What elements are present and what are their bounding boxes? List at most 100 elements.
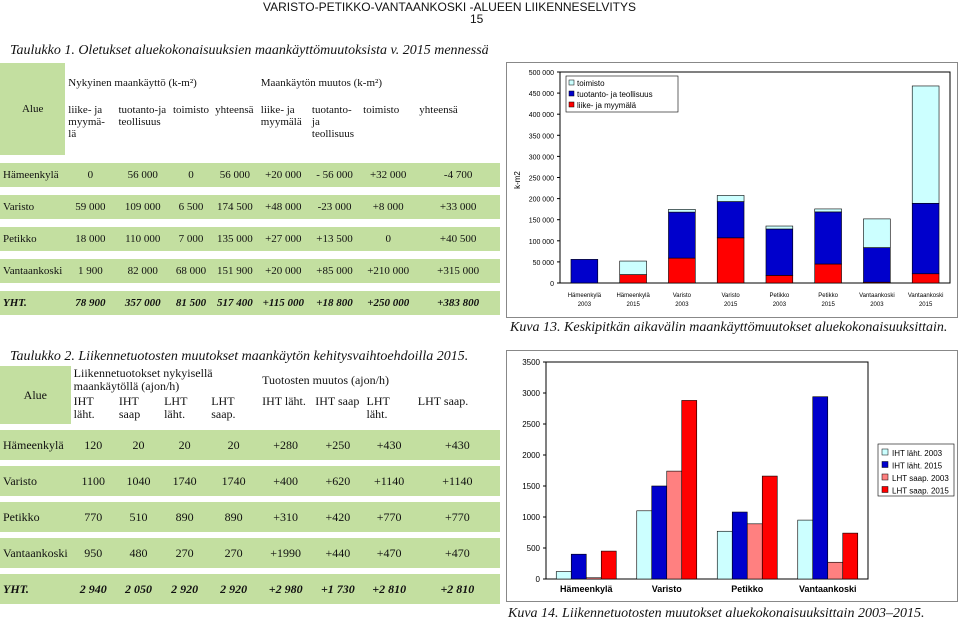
row-value: 151 900: [217, 265, 253, 277]
row-value: 110 000: [125, 233, 161, 245]
row-value: +280: [273, 437, 299, 452]
row-value: 0: [385, 233, 391, 245]
t2-total-row: YHT. 2 940 2 050 2 920 2 920 +2 980 +1 730 +2 8…: [0, 574, 500, 604]
row-name: Hämeenkylä: [3, 437, 64, 452]
t2-subheading: IHT läht.: [70, 394, 116, 424]
t1-subheading: tuotanto-ja teollisuus: [308, 103, 361, 155]
bar: [636, 510, 653, 580]
y-tick-label: 1000: [522, 513, 540, 522]
legend-label: toimisto: [577, 79, 605, 88]
row-value: - 56 000: [316, 169, 353, 181]
y-tick-label: 150 000: [529, 218, 554, 225]
row-value: 270: [175, 545, 194, 560]
t2-subheading: IHT läht.: [259, 394, 313, 424]
x-tick-label: Petikko 2015: [818, 293, 838, 308]
row-value: 950: [84, 545, 103, 560]
row-value: 0: [87, 169, 94, 181]
y-tick-label: 2000: [522, 451, 540, 460]
bar: [555, 571, 572, 580]
x-tick-label: Hämeenkylä 2003: [568, 293, 602, 308]
chart2-caption: Kuva 14. Liikennetuotosten muutokset alu…: [508, 606, 925, 621]
row-value: +470: [445, 545, 470, 560]
x-tick-label: Varisto 2015: [722, 293, 741, 308]
bar-segment: [911, 273, 940, 284]
row-value: 2 940: [79, 581, 107, 596]
bar-segment: [911, 85, 940, 204]
y-tick-label: 400 000: [529, 112, 554, 119]
row-value: +13 500: [316, 233, 353, 245]
legend-label: IHT läht. 2015: [892, 462, 943, 471]
y-tick-label: 1500: [522, 482, 540, 491]
y-tick-label: 100 000: [529, 239, 554, 246]
bar-segment: [814, 263, 842, 284]
table-row: Petikko 18 000 110 000 7 000 135 000 +27 000 +…: [0, 227, 500, 251]
legend-swatch: [568, 101, 575, 108]
bar-segment: [716, 195, 745, 202]
row-value: 890: [224, 509, 243, 524]
y-tick-label: 300 000: [529, 154, 554, 161]
row-value: +1990: [270, 545, 302, 560]
bar: [731, 511, 748, 580]
row-name: Petikko: [3, 509, 40, 524]
row-value: 1100: [81, 473, 106, 488]
table-row: Varisto 1100 1040 1740 1740 +400 +620 +1140 +114…: [0, 466, 500, 496]
row-value: +8 000: [372, 201, 404, 213]
bar-segment: [668, 209, 696, 213]
t2-subheading: LHT saap.: [208, 394, 260, 424]
row-value: +770: [376, 509, 402, 524]
row-value: 20: [178, 437, 191, 452]
t1-subheading: yhteensä: [416, 103, 500, 155]
table2-col-alue: Alue: [0, 366, 71, 424]
row-value: 0: [188, 169, 194, 181]
t1-subheading: tuotanto-ja teollisuus: [115, 103, 170, 155]
table1: Alue Nykyinen maankäyttö (k-m²) Maankäyt…: [0, 63, 500, 315]
row-value: 1 900: [78, 265, 103, 277]
row-value: +315 000: [437, 265, 480, 277]
t1-subheading: liike- ja myymälä: [257, 103, 309, 155]
table2-group1-heading: Liikennetuotokset nykyisellä maankäytöll…: [70, 366, 260, 394]
x-tick-label: Vantaankoski 2003: [859, 293, 895, 308]
chart1-caption: Kuva 13. Keskipitkän aikavälin maankäytt…: [510, 320, 948, 335]
bar-segment: [765, 228, 794, 276]
y-axis-label: k-m2: [513, 171, 522, 189]
bar-segment: [619, 260, 647, 275]
land-use-chart: 0 50 000 100 000 150 000 200 000 250 000 300 0…: [506, 62, 958, 318]
row-value: +2 810: [372, 581, 407, 596]
row-value: 109 000: [124, 201, 161, 213]
row-value: +2 810: [440, 581, 475, 596]
row-value: 68 000: [175, 265, 207, 277]
legend-box: [565, 75, 679, 113]
row-value: 2 920: [171, 581, 199, 596]
x-tick-label: Vantaankoski: [799, 584, 857, 594]
legend-label: LHT saap. 2003: [892, 474, 949, 483]
row-value: +2 980: [268, 581, 303, 596]
row-name: Vantaankoski: [3, 545, 68, 560]
table2-caption: Taulukko 2. Liikennetuotosten muutokset …: [10, 349, 469, 364]
x-tick-label: Hämeenkylä: [560, 584, 614, 594]
row-value: +470: [376, 545, 402, 560]
t1-total-row: YHT. 78 900 357 000 81 500 517 400 +115 000 +1…: [0, 291, 500, 315]
legend-swatch: [568, 79, 575, 86]
row-name: YHT.: [3, 581, 29, 596]
legend-label: tuotanto- ja teollisuus: [577, 90, 653, 99]
row-value: -23 000: [317, 201, 352, 213]
row-value: 7 000: [178, 233, 204, 245]
x-tick-label: Varisto: [652, 584, 683, 594]
legend-label: IHT läht. 2003: [892, 449, 943, 458]
table-row: Hämeenkylä 120 20 20 20 +280 +250 +430 +430: [0, 430, 500, 460]
table2: Alue Liikennetuotokset nykyisellä maankä…: [0, 366, 500, 604]
legend-swatch: [881, 448, 889, 456]
row-name: Vantaankoski: [3, 265, 63, 277]
row-value: 59 000: [75, 201, 106, 213]
bar: [827, 561, 844, 580]
t1-subheading: liike- ja myymä-lä: [65, 103, 116, 155]
y-tick-label: 200 000: [529, 197, 554, 204]
row-value: 517 400: [217, 297, 253, 309]
legend-swatch: [568, 90, 575, 97]
row-value: +420: [325, 509, 351, 524]
row-value: +250: [325, 437, 351, 452]
row-value: 120: [84, 437, 103, 452]
row-value: 480: [129, 545, 148, 560]
t2-subheading: IHT saap: [115, 394, 162, 424]
bar-segment: [668, 211, 696, 259]
